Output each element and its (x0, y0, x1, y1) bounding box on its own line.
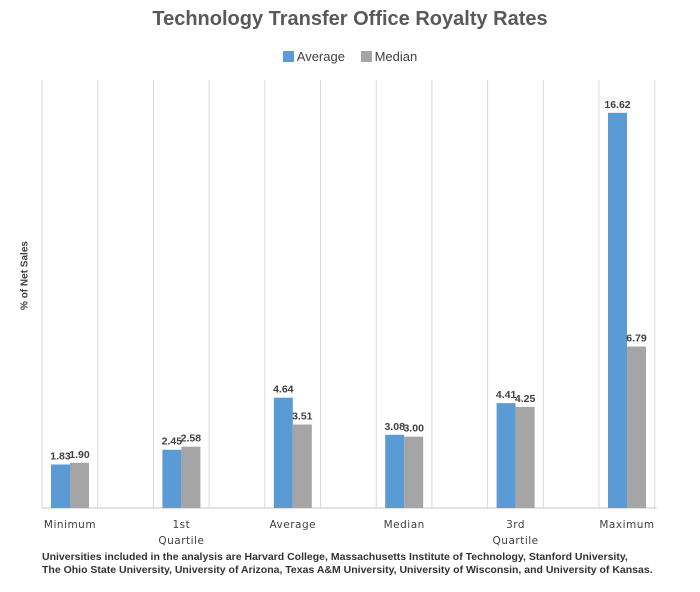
bar-average (273, 397, 293, 508)
bar-median (404, 436, 424, 508)
legend: Average Median (0, 49, 700, 64)
legend-swatch-median (360, 51, 372, 62)
data-label: 6.79 (626, 333, 647, 345)
x-tick-label: Maximum (599, 519, 654, 531)
legend-label-median: Median (374, 49, 418, 64)
bar-median (181, 446, 201, 508)
legend-label-average: Average (296, 49, 345, 64)
bar-median (515, 406, 535, 508)
footnote: Universities included in the analysis ar… (42, 551, 653, 576)
x-tick-label: Quartile (493, 535, 539, 547)
x-tick-label: Quartile (158, 535, 204, 547)
bar-median (627, 346, 646, 508)
x-tick-label: Minimum (44, 519, 96, 531)
data-label: 16.62 (604, 99, 630, 111)
bar-average (385, 434, 405, 508)
bar-average (496, 403, 516, 508)
data-label: 2.58 (181, 433, 202, 445)
bar-average (608, 112, 627, 509)
bar-average (51, 464, 70, 508)
bar-average (162, 449, 182, 508)
data-label: 4.25 (515, 393, 536, 405)
data-label: 4.41 (496, 389, 517, 401)
legend-item-median: Median (360, 49, 418, 64)
x-tick-label: Average (269, 519, 316, 531)
data-label: 3.51 (292, 411, 313, 423)
legend-swatch-average (282, 51, 294, 62)
bar-median (292, 424, 312, 508)
chart-title: Technology Transfer Office Royalty Rates (152, 8, 548, 30)
data-label: 1.90 (69, 449, 90, 461)
bar-median (70, 462, 89, 508)
data-label: 2.45 (162, 436, 183, 448)
data-label: 3.00 (403, 423, 424, 435)
data-label: 3.08 (384, 421, 405, 433)
legend-item-average: Average (282, 49, 345, 64)
x-tick-label: 1st (173, 519, 191, 531)
x-tick-label: 3rd (506, 519, 525, 531)
data-label: 4.64 (273, 384, 294, 396)
data-label: 1.83 (50, 450, 71, 462)
x-tick-label: Median (384, 519, 425, 531)
